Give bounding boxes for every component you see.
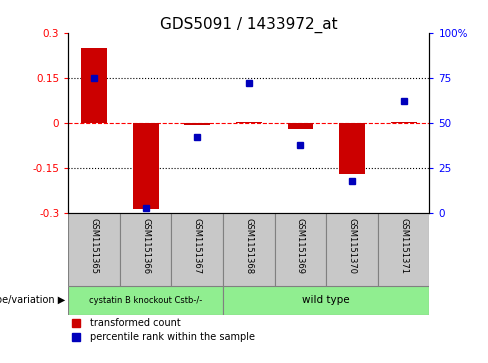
Bar <box>275 213 326 286</box>
Text: GSM1151365: GSM1151365 <box>90 219 99 274</box>
Bar <box>378 213 429 286</box>
Bar <box>339 123 365 174</box>
Text: percentile rank within the sample: percentile rank within the sample <box>90 333 255 342</box>
Text: cystatin B knockout Cstb-/-: cystatin B knockout Cstb-/- <box>89 296 203 305</box>
Text: genotype/variation ▶: genotype/variation ▶ <box>0 295 66 306</box>
Text: GSM1151366: GSM1151366 <box>141 219 150 274</box>
Bar <box>133 123 159 209</box>
Bar <box>236 122 262 123</box>
Bar <box>171 213 223 286</box>
Bar <box>68 286 223 315</box>
Text: GSM1151369: GSM1151369 <box>296 219 305 274</box>
Bar <box>68 213 120 286</box>
Bar <box>287 123 313 129</box>
Text: GSM1151368: GSM1151368 <box>244 219 253 274</box>
Text: transformed count: transformed count <box>90 318 181 328</box>
Bar <box>223 213 275 286</box>
Text: GSM1151367: GSM1151367 <box>193 219 202 274</box>
Bar <box>120 213 171 286</box>
Bar <box>391 122 417 123</box>
Text: GSM1151370: GSM1151370 <box>347 219 357 274</box>
Bar <box>81 48 107 123</box>
Bar <box>184 123 210 125</box>
Title: GDS5091 / 1433972_at: GDS5091 / 1433972_at <box>160 16 338 33</box>
Text: GSM1151371: GSM1151371 <box>399 219 408 274</box>
Bar <box>223 286 429 315</box>
Bar <box>326 213 378 286</box>
Text: wild type: wild type <box>303 295 350 306</box>
